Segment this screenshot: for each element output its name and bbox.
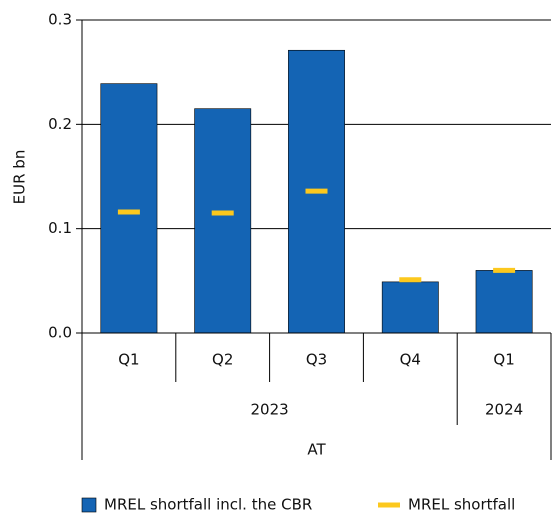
- group-label: 2023: [251, 401, 289, 419]
- outer-group-label: AT: [307, 441, 326, 459]
- bar: [194, 108, 252, 334]
- x-tick-label: Q2: [212, 351, 233, 369]
- legend-swatch: [81, 497, 97, 513]
- group-label: 2024: [485, 401, 523, 419]
- x-tick-label: Q3: [306, 351, 327, 369]
- y-tick-label: 0.2: [48, 115, 72, 133]
- bar: [100, 83, 158, 334]
- bar: [475, 270, 533, 334]
- x-tick-label: Q1: [118, 351, 139, 369]
- y-tick-label: 0.1: [48, 219, 72, 237]
- y-axis-label: EUR bn: [11, 150, 29, 205]
- y-tick-label: 0.3: [48, 11, 72, 29]
- legend-label: MREL shortfall incl. the CBR: [104, 496, 312, 514]
- x-tick-label: Q1: [493, 351, 514, 369]
- bar: [381, 281, 439, 334]
- legend-label: MREL shortfall: [408, 496, 515, 514]
- x-tick-label: Q4: [400, 351, 421, 369]
- y-tick-label: 0.0: [48, 324, 72, 342]
